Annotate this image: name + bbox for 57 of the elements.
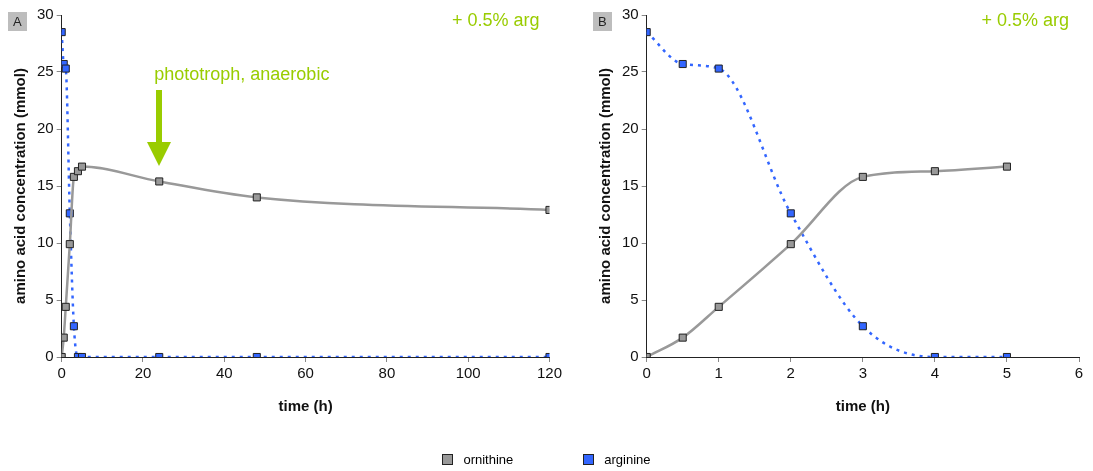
y-tick-label: 5 <box>630 290 639 308</box>
point <box>69 322 78 331</box>
x-tick-label: 20 <box>134 364 152 382</box>
x-tick-label: 3 <box>858 364 868 382</box>
y-tick-label: 0 <box>45 347 54 365</box>
y-tick-label: 20 <box>622 119 639 137</box>
point <box>786 209 795 218</box>
y-tick-label: 10 <box>622 233 639 251</box>
point <box>714 302 723 311</box>
x-tick-label: 40 <box>215 364 233 382</box>
x-tick-label: 0 <box>57 364 66 382</box>
point <box>714 64 723 73</box>
point <box>65 240 74 249</box>
x-tick-label: 100 <box>455 364 481 382</box>
chart-title: A <box>8 12 27 31</box>
x-tick-label: 1 <box>714 364 723 382</box>
point <box>858 322 867 331</box>
point <box>77 162 87 171</box>
annotation: + 0.5% arg <box>451 9 540 30</box>
y-tick-label: 25 <box>37 62 54 80</box>
x-tick-label: 60 <box>297 364 314 382</box>
y-tick-label: 15 <box>37 176 54 194</box>
y-tick-label: 30 <box>37 5 54 23</box>
x-tick-label: 120 <box>536 364 562 382</box>
x-axis-title: time (h) <box>278 397 333 415</box>
point <box>678 59 687 69</box>
y-tick-label: 5 <box>45 290 54 308</box>
point <box>61 302 70 311</box>
x-tick-label: 2 <box>786 364 795 382</box>
point <box>1002 162 1011 171</box>
point <box>930 167 939 176</box>
annotation: + 0.5% arg <box>981 9 1069 30</box>
point <box>678 333 687 342</box>
y-axis-title: amino acid concentration (mmol) <box>596 68 614 304</box>
point <box>155 177 164 186</box>
point <box>858 172 867 181</box>
y-tick-label: 10 <box>37 233 54 251</box>
point <box>252 193 261 202</box>
point <box>61 333 68 342</box>
legend-label: ornithine <box>463 452 514 467</box>
y-axis-title: amino acid concentration (mmol) <box>11 68 29 304</box>
y-tick-label: 0 <box>630 347 639 365</box>
y-tick-label: 25 <box>622 62 639 80</box>
x-tick-label: 6 <box>1074 364 1084 382</box>
x-tick-label: 80 <box>378 364 396 382</box>
x-tick-label: 0 <box>642 364 651 382</box>
point <box>61 64 70 73</box>
x-tick-label: 5 <box>1002 364 1012 382</box>
x-tick-label: 4 <box>930 364 940 382</box>
point <box>786 240 795 249</box>
x-axis-title: time (h) <box>835 397 890 415</box>
chart-title: B <box>593 12 612 31</box>
y-tick-label: 30 <box>622 5 639 23</box>
legend-label: arginine <box>604 452 651 467</box>
annotation: phototroph, anaerobic <box>154 64 330 85</box>
y-tick-label: 20 <box>37 119 54 137</box>
y-tick-label: 15 <box>622 176 639 194</box>
